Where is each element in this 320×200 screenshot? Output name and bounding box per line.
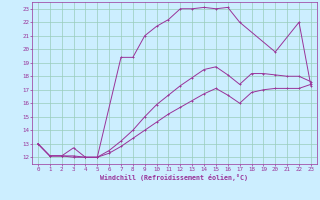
X-axis label: Windchill (Refroidissement éolien,°C): Windchill (Refroidissement éolien,°C) xyxy=(100,174,248,181)
